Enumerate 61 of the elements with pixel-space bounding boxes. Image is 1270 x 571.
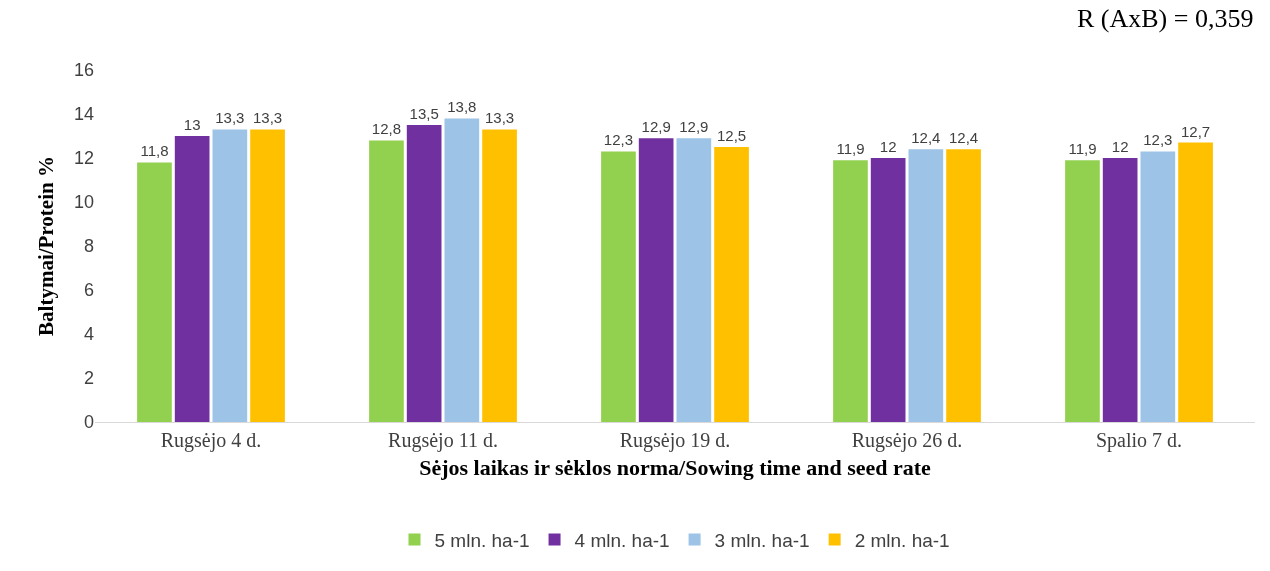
bar	[1065, 160, 1100, 422]
data-label: 13,5	[409, 105, 439, 122]
bar	[638, 138, 674, 422]
bar	[870, 158, 906, 422]
y-tick-label: 8	[83, 236, 94, 257]
data-label: 12,8	[371, 120, 402, 138]
y-tick-label: 12	[73, 148, 94, 169]
bar	[369, 140, 404, 422]
data-label: 11,9	[1068, 140, 1097, 158]
bar	[482, 129, 517, 422]
data-label: 12,3	[603, 131, 634, 149]
y-tick-label: 4	[83, 324, 94, 345]
bar	[174, 136, 210, 422]
data-label: 12,5	[716, 127, 747, 144]
x-tick-label: Rugsėjo 19 d.	[619, 429, 731, 452]
y-tick-label: 2	[83, 368, 94, 389]
bar	[444, 118, 480, 422]
data-label: 13	[183, 116, 201, 133]
bar	[908, 149, 944, 422]
x-tick-label: Rugsėjo 11 d.	[388, 429, 498, 452]
bar	[714, 147, 749, 422]
bar	[250, 129, 285, 422]
data-label: 13,3	[215, 109, 245, 127]
y-tick-label: 6	[83, 280, 94, 301]
data-label: 12,9	[641, 118, 671, 136]
data-label: 12,4	[948, 129, 979, 147]
bar	[601, 151, 636, 422]
y-axis-title: Baltymai/Protein %	[34, 156, 59, 336]
x-axis-title: Sėjos laikas ir sėklos norma/Sowing time and seed rate	[419, 454, 932, 480]
bar	[1102, 158, 1138, 422]
bar	[212, 129, 248, 422]
data-label: 12,3	[1143, 131, 1173, 149]
y-tick-label: 10	[73, 192, 94, 213]
legend-label: 3 mln. ha-1	[714, 529, 810, 551]
data-label: 12,9	[679, 118, 709, 136]
data-label: 11,9	[836, 140, 865, 158]
data-label: 13,8	[447, 98, 477, 116]
bar	[137, 162, 172, 422]
data-label: 12	[1111, 138, 1129, 155]
data-label: 11,8	[140, 142, 169, 160]
x-tick-label: Spalio 7 d.	[1095, 429, 1183, 452]
data-label: 12,7	[1180, 122, 1211, 140]
bar	[833, 160, 868, 422]
legend-label: 5 mln. ha-1	[434, 529, 530, 551]
text: R (AxB) = 0,359	[1077, 4, 1254, 33]
legend-label: 2 mln. ha-1	[854, 529, 950, 551]
y-tick-label: 0	[83, 412, 94, 433]
data-label: 13,3	[252, 109, 283, 127]
y-tick-label: 14	[73, 104, 94, 125]
y-tick-label: 16	[73, 60, 94, 81]
bar	[406, 125, 442, 422]
legend-label: 4 mln. ha-1	[574, 529, 670, 551]
bar	[676, 138, 712, 422]
data-label: 12	[879, 138, 897, 155]
data-label: 12,4	[911, 129, 941, 147]
bar	[1140, 151, 1176, 422]
bar	[946, 149, 981, 422]
x-tick-label: Rugsėjo 4 d.	[160, 429, 262, 452]
bar	[1178, 142, 1213, 422]
x-tick-label: Rugsėjo 26 d.	[851, 429, 963, 452]
data-label: 13,3	[484, 109, 515, 127]
